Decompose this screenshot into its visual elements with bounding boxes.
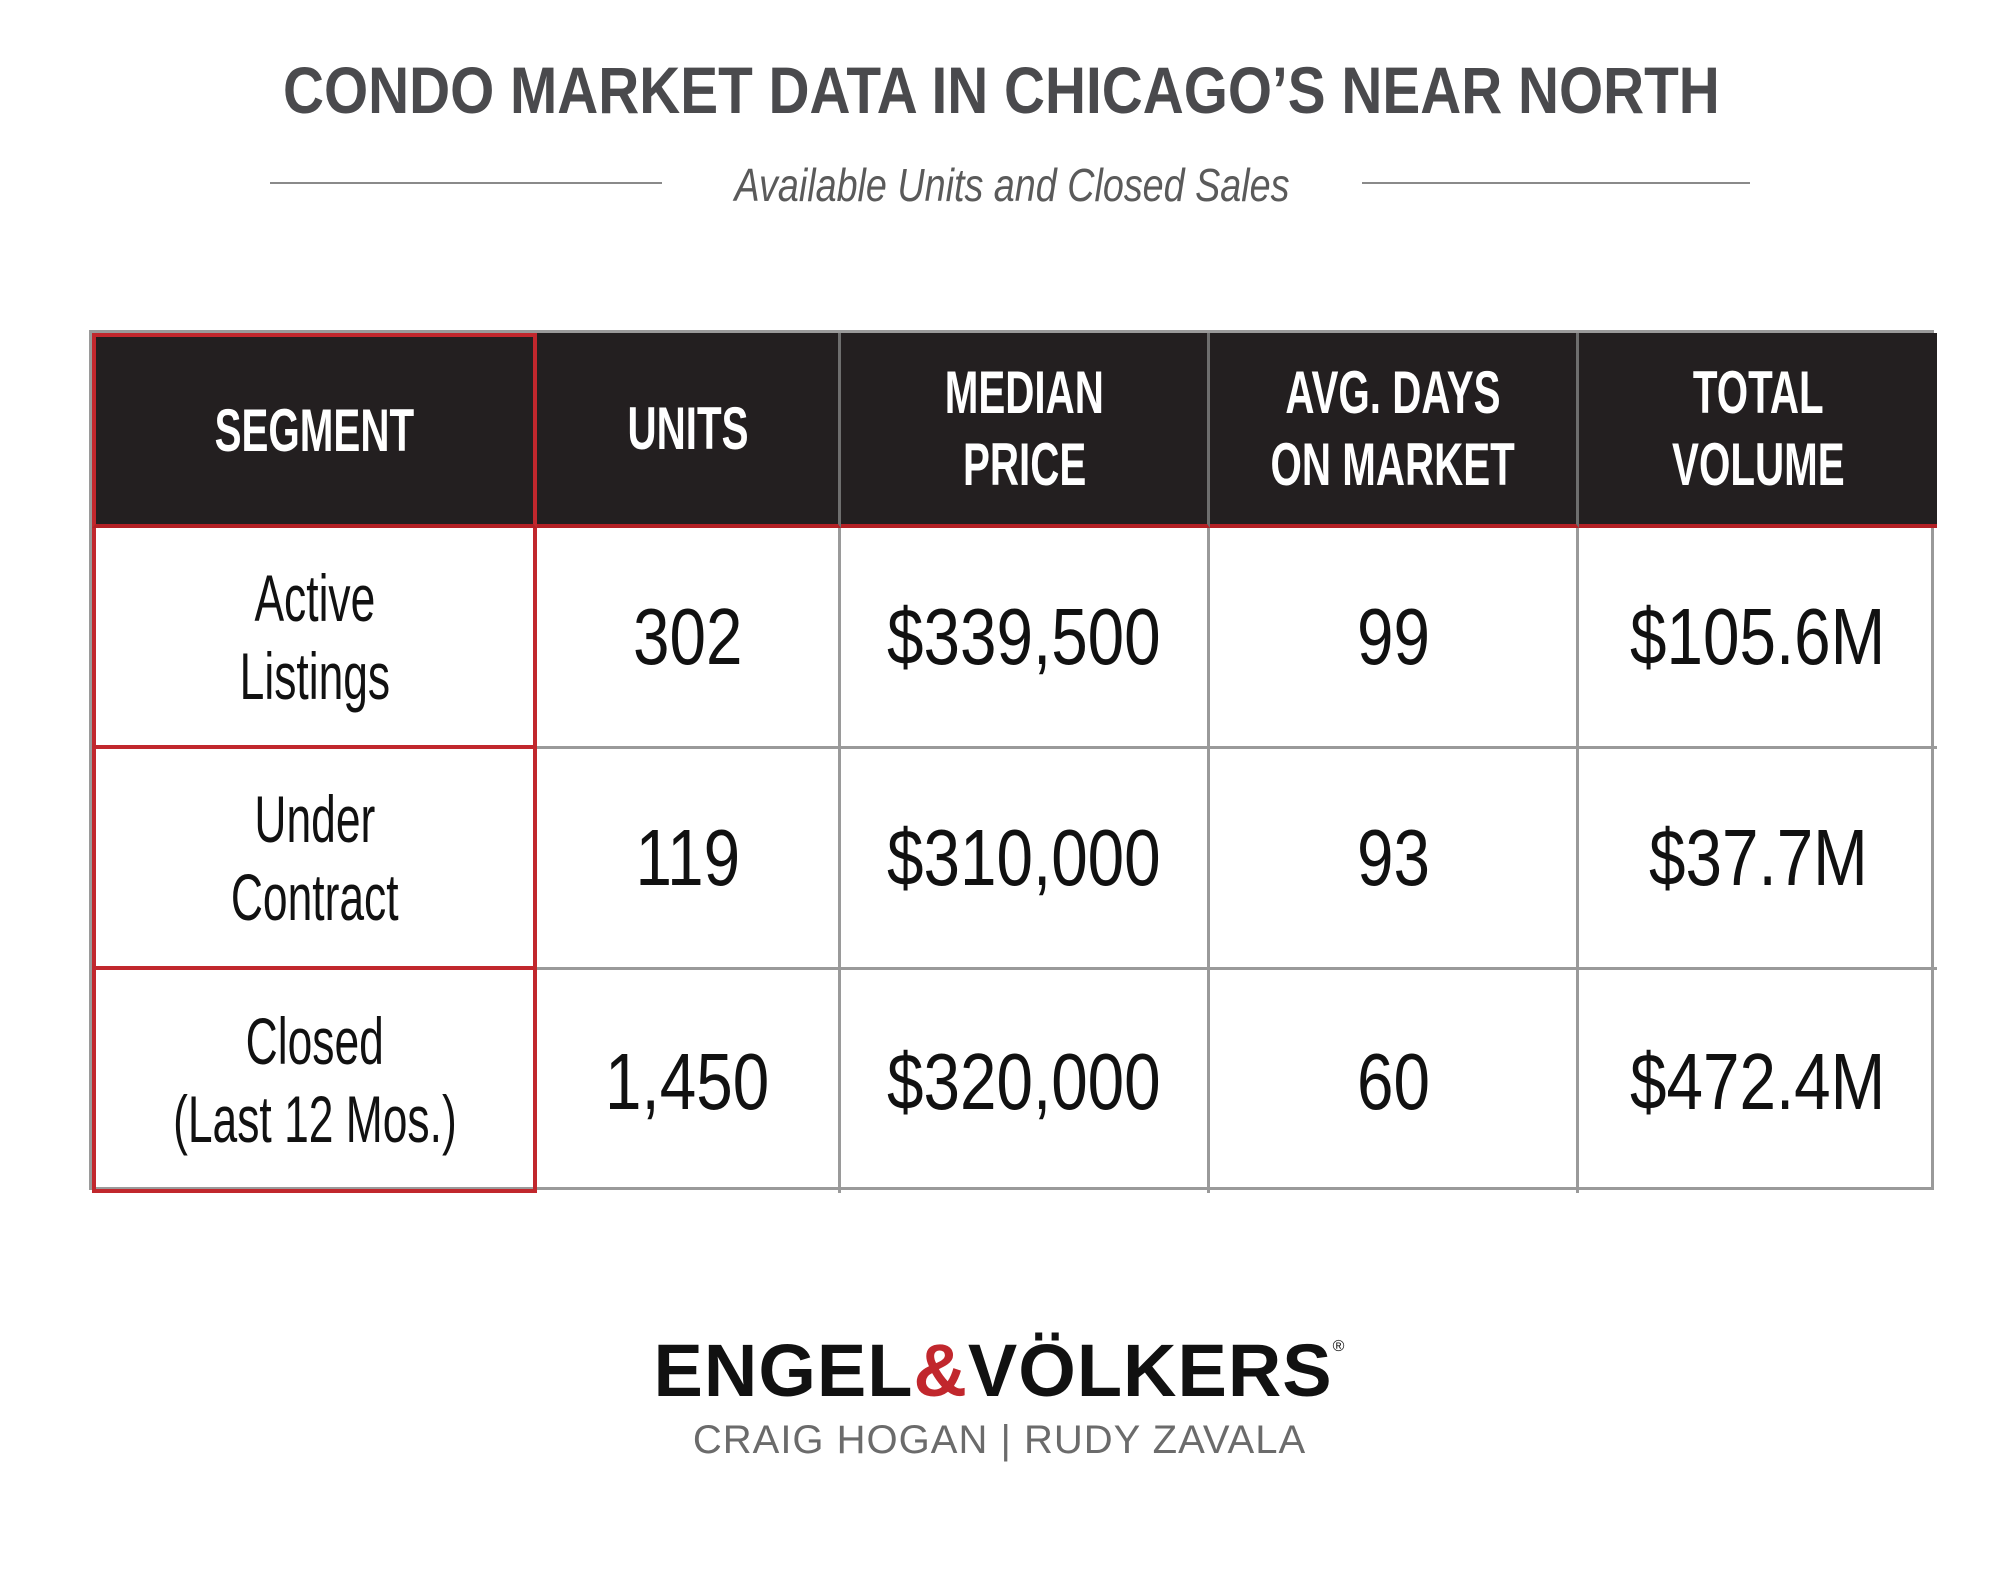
- page-title: CONDO MARKET DATA IN CHICAGO’S NEAR NORT…: [282, 53, 1720, 127]
- units-cell: 302: [537, 528, 841, 749]
- segment-cell-closed: Closed (Last 12 Mos.): [92, 970, 537, 1193]
- subtitle-row: Available Units and Closed Sales: [270, 159, 1750, 220]
- subtitle-rule-left: [270, 182, 662, 184]
- registered-mark: ®: [1332, 1338, 1346, 1355]
- market-data-table: SEGMENT UNITS MEDIAN PRICE AVG. DAYS ON MA…: [89, 330, 1937, 1193]
- avg-days-cell: 60: [1210, 970, 1579, 1193]
- units-cell: 1,450: [537, 970, 841, 1193]
- column-header-total-volume: TOTAL VOLUME: [1579, 333, 1937, 528]
- total-volume-cell: $472.4M: [1630, 1036, 1886, 1126]
- median-price-cell: $310,000: [841, 749, 1210, 970]
- avg-days-cell: 93: [1210, 749, 1579, 970]
- brand-logo: ENGEL&VÖLKERS®: [0, 1328, 1999, 1413]
- total-volume-cell: $37.7M: [1579, 749, 1937, 970]
- column-header-median-price: MEDIAN PRICE: [841, 333, 1210, 528]
- logo-ampersand: &: [913, 1329, 968, 1412]
- column-header-segment: SEGMENT: [92, 333, 537, 528]
- total-volume-cell: $105.6M: [1579, 528, 1937, 749]
- segment-cell-under-contract: Under Contract: [92, 749, 537, 970]
- page-subtitle: Available Units and Closed Sales: [734, 159, 1290, 211]
- logo-text-volkers: VÖLKERS: [967, 1329, 1333, 1412]
- median-price-cell: $320,000: [841, 970, 1210, 1193]
- agent-names: CRAIG HOGAN | RUDY ZAVALA: [692, 1418, 1307, 1462]
- logo-text-engel: ENGEL: [653, 1329, 914, 1412]
- segment-cell-active: Active Listings: [92, 528, 537, 749]
- subtitle-rule-right: [1362, 182, 1750, 184]
- avg-days-cell: 99: [1210, 528, 1579, 749]
- median-price-cell: $339,500: [841, 528, 1210, 749]
- units-cell: 119: [537, 749, 841, 970]
- column-header-units: UNITS: [537, 333, 841, 528]
- column-header-avg-days: AVG. DAYS ON MARKET: [1210, 333, 1579, 528]
